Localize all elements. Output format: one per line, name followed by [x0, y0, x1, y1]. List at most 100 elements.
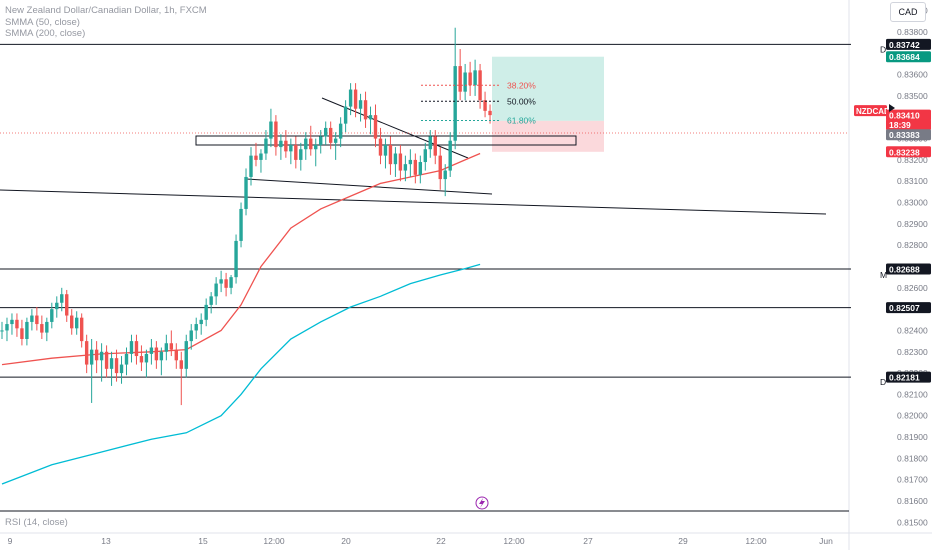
price-tick-label: 0.83800: [897, 27, 928, 37]
level-price-badge-bg: [886, 371, 931, 383]
candle-body: [458, 66, 462, 92]
horizontal-levels[interactable]: [0, 43, 851, 378]
candle-body: [20, 328, 24, 339]
time-axis-ticks[interactable]: 9 13 15 12:00 20 22 12:00 27 29 12:00 Jun: [8, 536, 833, 546]
price-tick-label: 0.81600: [897, 496, 928, 506]
time-tick-label: 12:00: [745, 536, 767, 546]
candle-body: [463, 72, 467, 92]
symbol-badge-bg: [854, 105, 887, 117]
level-price-badge-bg: [886, 38, 931, 50]
candle-body: [154, 347, 159, 361]
candle-body: [368, 115, 373, 120]
candle-body: [254, 155, 258, 160]
candle-body: [25, 321, 29, 339]
candle-body: [423, 149, 427, 163]
candle-body: [453, 66, 457, 141]
time-tick-label: 22: [436, 536, 446, 546]
candle-body: [289, 144, 293, 152]
candle-body: [214, 283, 218, 297]
level-tags: D M D: [880, 44, 887, 387]
candle-body: [174, 349, 178, 361]
time-tick-label: 12:00: [503, 536, 525, 546]
triangle-right-icon[interactable]: [889, 104, 895, 112]
candle-body: [30, 315, 34, 322]
candle-body: [194, 324, 198, 331]
fib-level-label: 38.20%: [507, 80, 536, 90]
candle-body: [159, 351, 164, 361]
lightning-icon[interactable]: [475, 496, 489, 510]
price-tick-label: 0.82400: [897, 325, 928, 335]
time-tick-label: 13: [101, 536, 111, 546]
candle-body: [50, 309, 54, 322]
candle-body: [104, 351, 109, 369]
candle-body: [358, 100, 363, 109]
stop-loss-badge-bg: [886, 146, 931, 158]
candle-body: [338, 123, 343, 139]
candle-body: [35, 315, 39, 325]
candle-body: [229, 277, 233, 288]
time-tick-label: 15: [198, 536, 208, 546]
candle-body: [169, 343, 174, 350]
candle-body: [373, 115, 378, 139]
candle-body: [418, 162, 423, 175]
price-badges: 0.83742 0.82688 0.82507 0.82181 0.83684 NZDCA…: [854, 38, 931, 383]
candle-body: [468, 72, 472, 86]
candle-body: [5, 324, 9, 331]
candle-body: [119, 364, 124, 374]
candle-body: [413, 159, 418, 175]
candle-body: [94, 349, 99, 361]
price-tick-label: 0.81500: [897, 517, 928, 527]
candle-body: [144, 353, 149, 363]
candle-body: [393, 153, 398, 165]
countdown-badge: 18:39: [889, 120, 911, 130]
candle-body: [10, 319, 14, 325]
level-price-badge-bg: [886, 302, 931, 314]
candle-body: [234, 240, 238, 278]
candle-body: [244, 176, 248, 209]
level-price-badge: 0.82507: [889, 303, 920, 313]
support-trendline[interactable]: [0, 189, 827, 215]
candle-body: [75, 317, 79, 329]
candle-body: [99, 351, 104, 361]
candle-body: [433, 136, 437, 156]
smma-200-legend: SMMA (200, close): [5, 28, 86, 39]
time-tick-label: 9: [8, 536, 13, 546]
candle-body: [348, 89, 353, 107]
candle-body: [209, 296, 213, 305]
candle-body: [114, 358, 119, 374]
candle-body: [65, 294, 69, 316]
candle-body: [60, 294, 64, 303]
candle-body: [319, 136, 323, 145]
candle-body: [428, 136, 432, 150]
candle-body: [249, 155, 253, 177]
candle-body: [259, 153, 263, 160]
candle-body: [279, 140, 283, 148]
candle-body: [219, 279, 223, 284]
currency-button[interactable]: CAD: [890, 2, 926, 22]
candle-body: [149, 347, 154, 354]
candle-body: [363, 100, 368, 120]
price-tick-label: 0.82100: [897, 389, 928, 399]
fibonacci-levels[interactable]: 38.20% 50.00% 61.80%: [421, 80, 536, 125]
level-tag: M: [880, 270, 887, 280]
channel-lower-trendline[interactable]: [245, 178, 493, 195]
price-tick-label: 0.82000: [897, 411, 928, 421]
candle-body: [45, 321, 49, 333]
candle-body: [84, 341, 89, 365]
price-tick-label: 0.82900: [897, 219, 928, 229]
candle-body: [448, 140, 452, 171]
smma-200-line: [1, 263, 481, 485]
take-profit-zone[interactable]: [492, 56, 604, 121]
candle-body: [164, 343, 169, 352]
level-tag: D: [880, 44, 886, 54]
take-profit-badge-bg: [886, 51, 931, 63]
candle-body: [199, 319, 203, 325]
last-price-badge-bg: [886, 109, 931, 121]
price-tick-label: 0.83600: [897, 70, 928, 80]
smma-50-legend: SMMA (50, close): [5, 17, 80, 28]
time-tick-label: 12:00: [263, 536, 285, 546]
price-tick-label: 0.81700: [897, 475, 928, 485]
entry-price-badge: 0.83383: [889, 130, 920, 140]
symbol-badge: NZDCAD: [856, 107, 890, 116]
